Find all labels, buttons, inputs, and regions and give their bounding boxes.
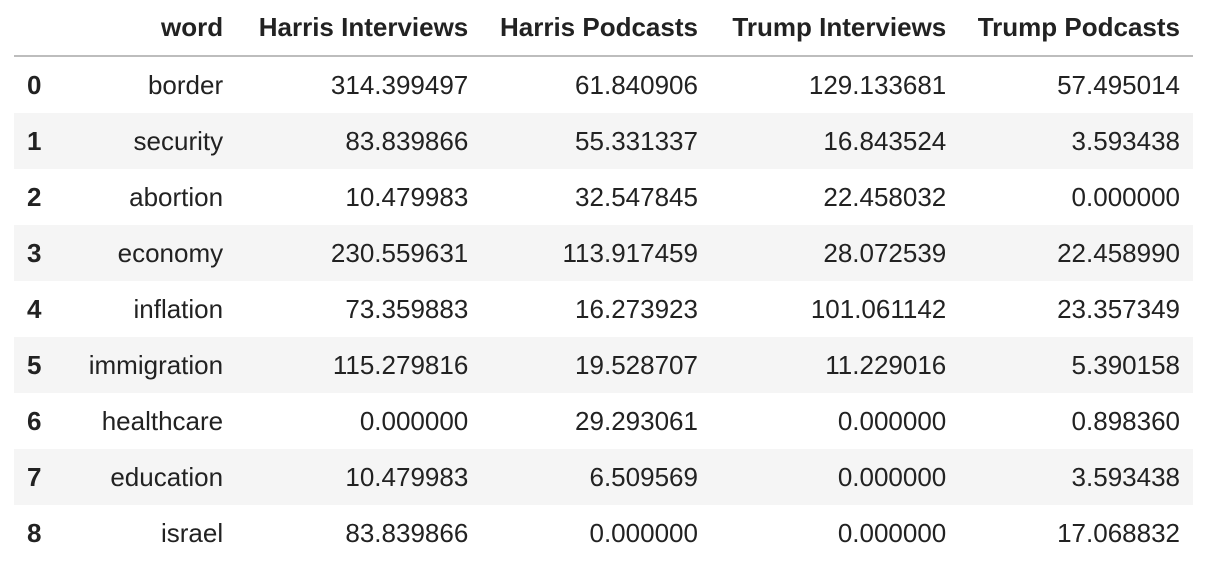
table-row: 0 border 314.399497 61.840906 129.133681 57.4… — [14, 56, 1193, 113]
cell-harris-interviews: 83.839866 — [345, 125, 469, 156]
cell-word: border — [147, 69, 224, 100]
cell-harris-interviews: 73.359883 — [345, 293, 469, 324]
cell-trump-podcasts: 3.593438 — [1071, 125, 1180, 156]
index-header — [14, 0, 55, 57]
dataframe-table: word Harris Interviews Harris Podcasts T… — [14, 0, 1193, 561]
cell-trump-interviews: 0.000000 — [837, 517, 947, 548]
table-header: word Harris Interviews Harris Podcasts T… — [14, 0, 1193, 57]
row-index: 6 — [27, 405, 42, 436]
cell-trump-interviews: 22.458032 — [823, 181, 947, 212]
cell-trump-podcasts: 23.357349 — [1057, 293, 1180, 324]
column-header-word: word — [54, 0, 237, 57]
column-header-trump-interviews: Trump Interviews — [710, 0, 960, 57]
cell-trump-interviews: 101.061142 — [810, 293, 947, 324]
cell-harris-interviews: 0.000000 — [359, 405, 469, 436]
cell-harris-interviews: 10.479983 — [345, 461, 469, 492]
cell-harris-podcasts: 32.547845 — [575, 181, 698, 212]
cell-word: security — [133, 125, 224, 156]
cell-trump-interviews: 0.000000 — [837, 405, 947, 436]
cell-word: healthcare — [101, 405, 224, 436]
cell-harris-podcasts: 0.000000 — [589, 517, 698, 548]
header-row: word Harris Interviews Harris Podcasts T… — [14, 0, 1193, 57]
cell-harris-podcasts: 61.840906 — [575, 69, 698, 100]
table-row: 6 healthcare 0.000000 29.293061 0.000000 0.89… — [14, 393, 1193, 449]
cell-harris-interviews: 314.399497 — [330, 69, 469, 100]
table-row: 5 immigration 115.279816 19.528707 11.229016… — [14, 337, 1193, 393]
row-index: 1 — [27, 125, 42, 156]
cell-harris-podcasts: 6.509569 — [589, 461, 698, 492]
cell-trump-podcasts: 3.593438 — [1071, 461, 1180, 492]
table-row: 3 economy 230.559631 113.917459 28.072539 22.… — [14, 225, 1193, 281]
column-header-trump-podcasts: Trump Podcasts — [959, 0, 1193, 57]
cell-trump-podcasts: 5.390158 — [1071, 349, 1180, 380]
cell-trump-podcasts: 0.000000 — [1071, 181, 1180, 212]
cell-trump-podcasts: 0.898360 — [1071, 405, 1180, 436]
table-row: 1 security 83.839866 55.331337 16.843524 3.59… — [14, 113, 1193, 169]
cell-trump-interviews: 0.000000 — [837, 461, 947, 492]
row-index: 4 — [27, 293, 42, 324]
cell-harris-interviews: 83.839866 — [345, 517, 469, 548]
cell-harris-interviews: 115.279816 — [332, 349, 469, 380]
cell-trump-podcasts: 22.458990 — [1057, 237, 1180, 268]
column-header-harris-interviews: Harris Interviews — [236, 0, 482, 57]
table-row: 7 education 10.479983 6.509569 0.000000 3.593… — [14, 449, 1193, 505]
table-body: 0 border 314.399497 61.840906 129.133681 57.4… — [14, 56, 1193, 561]
row-index: 3 — [27, 237, 42, 268]
cell-word: education — [110, 461, 224, 492]
cell-trump-interviews: 16.843524 — [823, 125, 947, 156]
table-row: 8 israel 83.839866 0.000000 0.000000 17.06883… — [14, 505, 1193, 561]
table-row: 2 abortion 10.479983 32.547845 22.458032 0.00… — [14, 169, 1193, 225]
cell-harris-interviews: 10.479983 — [345, 181, 469, 212]
cell-harris-podcasts: 113.917459 — [562, 237, 698, 268]
row-index: 5 — [27, 349, 42, 380]
cell-harris-podcasts: 16.273923 — [575, 293, 698, 324]
row-index: 8 — [27, 517, 42, 548]
cell-harris-podcasts: 29.293061 — [575, 405, 698, 436]
cell-harris-podcasts: 55.331337 — [575, 125, 698, 156]
cell-word: israel — [160, 517, 224, 548]
column-header-harris-podcasts: Harris Podcasts — [481, 0, 711, 57]
cell-harris-podcasts: 19.528707 — [575, 349, 698, 380]
cell-trump-interviews: 28.072539 — [823, 237, 947, 268]
cell-trump-interviews: 11.229016 — [825, 349, 947, 380]
cell-word: economy — [117, 237, 224, 268]
cell-word: abortion — [129, 181, 224, 212]
cell-word: inflation — [133, 293, 224, 324]
cell-trump-podcasts: 57.495014 — [1057, 69, 1180, 100]
cell-trump-podcasts: 17.068832 — [1057, 517, 1180, 548]
row-index: 7 — [27, 461, 42, 492]
row-index: 2 — [27, 181, 42, 212]
row-index: 0 — [27, 69, 42, 100]
cell-word: immigration — [88, 349, 224, 380]
cell-trump-interviews: 129.133681 — [808, 69, 947, 100]
cell-harris-interviews: 230.559631 — [330, 237, 469, 268]
table-row: 4 inflation 73.359883 16.273923 101.061142 23… — [14, 281, 1193, 337]
